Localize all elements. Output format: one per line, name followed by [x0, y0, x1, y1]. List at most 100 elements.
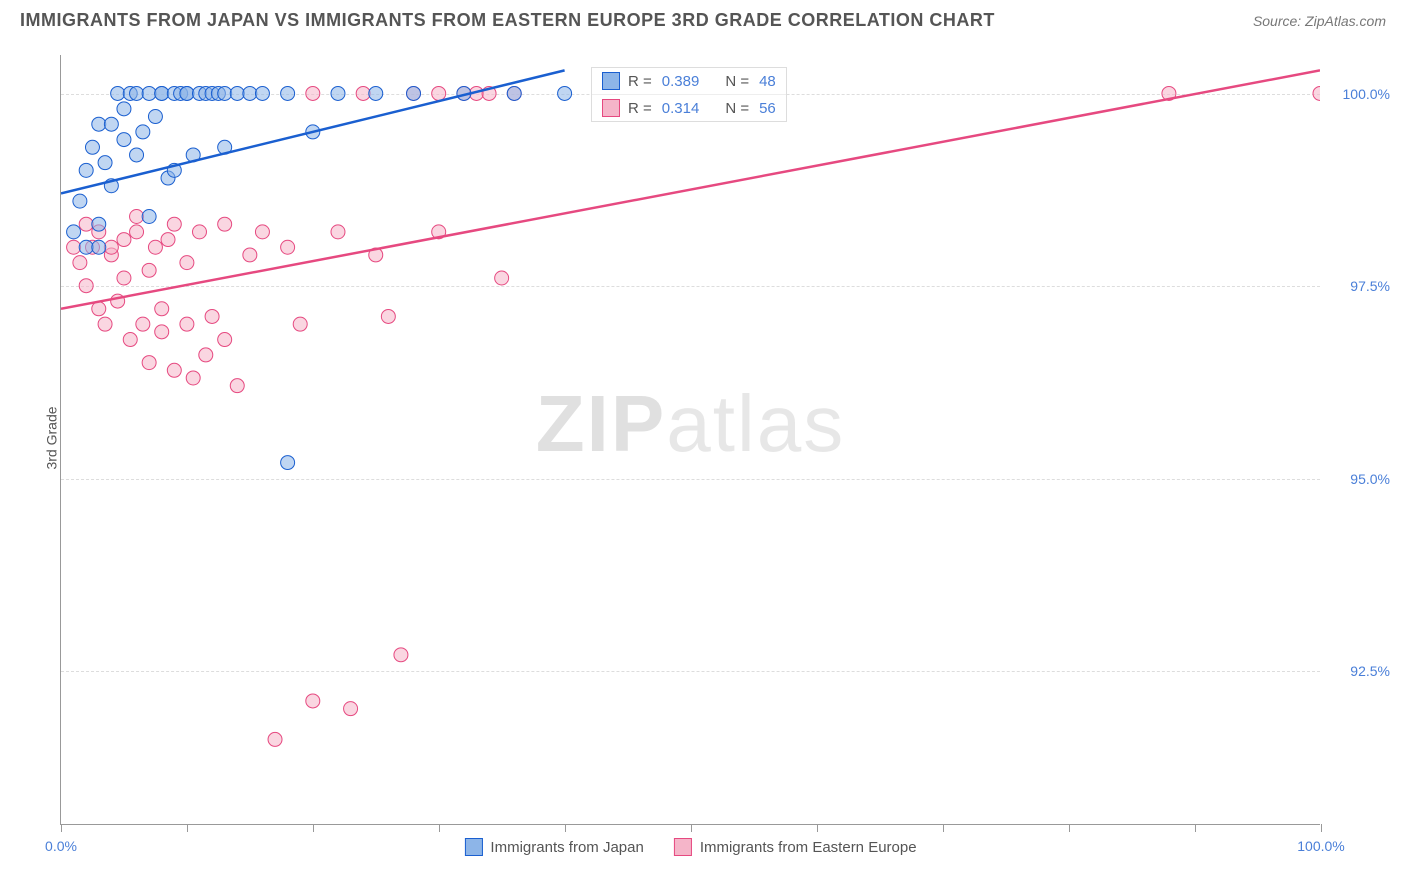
plot-area: ZIPatlas R = 0.389 N = 48 R = 0.314 N = …	[60, 55, 1320, 825]
data-point	[218, 217, 232, 231]
data-point	[92, 217, 106, 231]
r-label: R =	[628, 73, 652, 90]
data-point	[104, 117, 118, 131]
data-point	[73, 256, 87, 270]
data-point	[130, 225, 144, 239]
data-point	[130, 148, 144, 162]
data-point	[293, 317, 307, 331]
data-point	[306, 86, 320, 100]
r-value-ee: 0.314	[662, 100, 700, 117]
data-point	[136, 125, 150, 139]
y-tick-label: 100.0%	[1343, 86, 1390, 102]
x-tick	[817, 824, 818, 832]
data-point	[142, 356, 156, 370]
legend-row-japan: R = 0.389 N = 48	[592, 68, 786, 94]
swatch-japan	[602, 72, 620, 90]
data-point	[117, 233, 131, 247]
swatch-ee	[674, 838, 692, 856]
data-point	[98, 156, 112, 170]
data-point	[161, 233, 175, 247]
data-point	[281, 86, 295, 100]
data-point	[230, 86, 244, 100]
data-point	[123, 333, 137, 347]
data-point	[130, 86, 144, 100]
data-point	[255, 225, 269, 239]
y-tick-label: 92.5%	[1350, 663, 1390, 679]
data-point	[281, 456, 295, 470]
data-point	[1313, 86, 1320, 100]
data-point	[199, 348, 213, 362]
y-tick-label: 97.5%	[1350, 278, 1390, 294]
data-point	[155, 302, 169, 316]
n-value-ee: 56	[759, 100, 776, 117]
x-tick	[61, 824, 62, 832]
data-point	[104, 240, 118, 254]
data-point	[92, 117, 106, 131]
data-point	[111, 86, 125, 100]
data-point	[255, 86, 269, 100]
data-point	[495, 271, 509, 285]
data-point	[92, 302, 106, 316]
data-point	[369, 86, 383, 100]
data-point	[507, 86, 521, 100]
data-point	[167, 217, 181, 231]
data-point	[73, 194, 87, 208]
data-point	[331, 86, 345, 100]
legend-item-ee: Immigrants from Eastern Europe	[674, 838, 917, 856]
n-label: N =	[725, 100, 749, 117]
data-point	[92, 240, 106, 254]
x-tick	[691, 824, 692, 832]
legend-item-japan: Immigrants from Japan	[464, 838, 643, 856]
data-point	[117, 271, 131, 285]
data-point	[381, 309, 395, 323]
x-tick	[439, 824, 440, 832]
data-point	[432, 86, 446, 100]
plot-container: 3rd Grade ZIPatlas R = 0.389 N = 48 R = …	[50, 45, 1330, 830]
series-legend: Immigrants from Japan Immigrants from Ea…	[464, 838, 916, 856]
data-point	[117, 133, 131, 147]
x-tick	[565, 824, 566, 832]
x-tick	[1195, 824, 1196, 832]
data-point	[230, 379, 244, 393]
data-point	[79, 217, 93, 231]
data-point	[142, 86, 156, 100]
x-tick-label: 0.0%	[45, 838, 77, 854]
swatch-ee	[602, 99, 620, 117]
data-point	[243, 248, 257, 262]
data-point	[67, 240, 81, 254]
chart-title: IMMIGRANTS FROM JAPAN VS IMMIGRANTS FROM…	[20, 10, 995, 31]
scatter-svg	[61, 55, 1320, 824]
swatch-japan	[464, 838, 482, 856]
x-tick	[1321, 824, 1322, 832]
y-axis-label: 3rd Grade	[44, 406, 60, 469]
data-point	[192, 225, 206, 239]
data-point	[79, 240, 93, 254]
data-point	[180, 86, 194, 100]
data-point	[306, 694, 320, 708]
data-point	[167, 363, 181, 377]
data-point	[331, 225, 345, 239]
data-point	[142, 263, 156, 277]
data-point	[79, 163, 93, 177]
series-name-japan: Immigrants from Japan	[490, 839, 643, 856]
data-point	[218, 333, 232, 347]
data-point	[98, 317, 112, 331]
data-point	[117, 102, 131, 116]
data-point	[136, 317, 150, 331]
x-tick	[1069, 824, 1070, 832]
source-label: Source: ZipAtlas.com	[1253, 13, 1386, 29]
data-point	[148, 240, 162, 254]
data-point	[356, 86, 370, 100]
data-point	[142, 209, 156, 223]
data-point	[558, 86, 572, 100]
data-point	[148, 110, 162, 124]
data-point	[407, 86, 421, 100]
data-point	[79, 279, 93, 293]
data-point	[180, 317, 194, 331]
series-name-ee: Immigrants from Eastern Europe	[700, 839, 917, 856]
data-point	[243, 86, 257, 100]
x-tick	[313, 824, 314, 832]
n-value-japan: 48	[759, 73, 776, 90]
data-point	[186, 371, 200, 385]
data-point	[155, 325, 169, 339]
